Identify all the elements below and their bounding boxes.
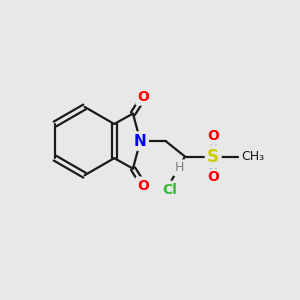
Text: Cl: Cl [163, 183, 178, 197]
Text: O: O [207, 170, 219, 184]
Text: CH₃: CH₃ [242, 150, 265, 163]
Text: H: H [175, 161, 184, 174]
Text: S: S [207, 148, 219, 166]
Text: O: O [137, 178, 149, 193]
Text: N: N [134, 134, 147, 148]
Text: O: O [137, 90, 149, 104]
Text: O: O [207, 129, 219, 143]
